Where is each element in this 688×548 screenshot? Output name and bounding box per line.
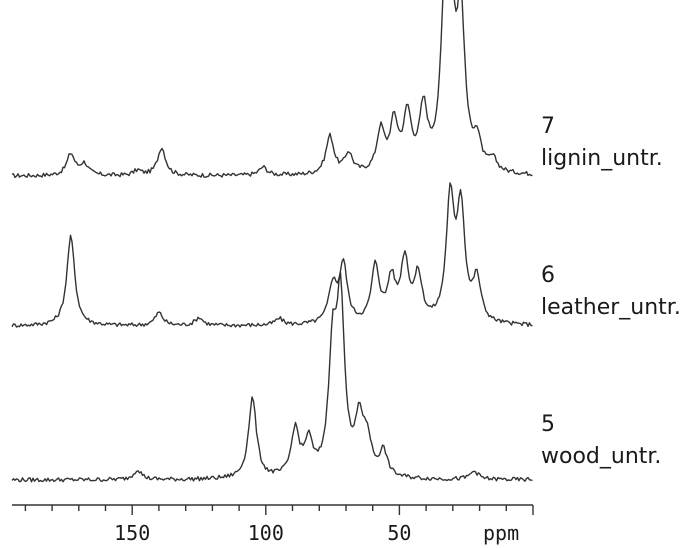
x-tick-label: 50 (387, 521, 411, 545)
x-tick-label: 150 (114, 521, 150, 545)
x-tick-label: 100 (248, 521, 284, 545)
spectra-traces (11, 0, 533, 483)
spectrum-labels: 7 lignin_untr. 6 leather_untr. 5 wood_untr. (541, 114, 681, 469)
spectrum-number-label: 6 (541, 263, 555, 288)
spectrum-name-label: wood_untr. (541, 444, 661, 469)
spectrum-number-label: 7 (541, 114, 555, 139)
spectrum-trace-6 (11, 182, 533, 328)
x-axis-ticks: 150 100 50 (24, 505, 534, 545)
spectrum-name-label: leather_untr. (541, 295, 681, 320)
spectrum-name-label: lignin_untr. (541, 146, 663, 171)
spectrum-number-label: 5 (541, 412, 555, 437)
spectrum-trace-5 (11, 271, 533, 483)
spectrum-trace-7 (11, 0, 533, 179)
x-axis-unit-label: ppm (483, 521, 519, 545)
